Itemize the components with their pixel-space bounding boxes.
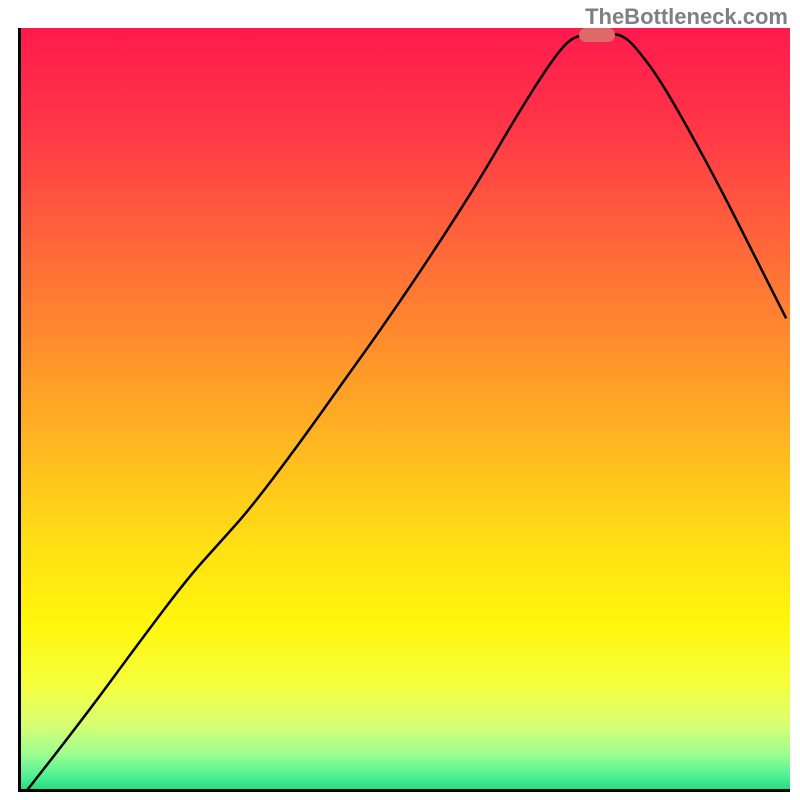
curve-layer (18, 28, 790, 792)
x-axis (18, 789, 790, 792)
watermark-text: TheBottleneck.com (585, 4, 788, 30)
plot-area (18, 28, 790, 792)
chart-container: TheBottleneck.com (0, 0, 800, 800)
y-axis (18, 28, 21, 792)
bottleneck-curve (26, 33, 786, 792)
